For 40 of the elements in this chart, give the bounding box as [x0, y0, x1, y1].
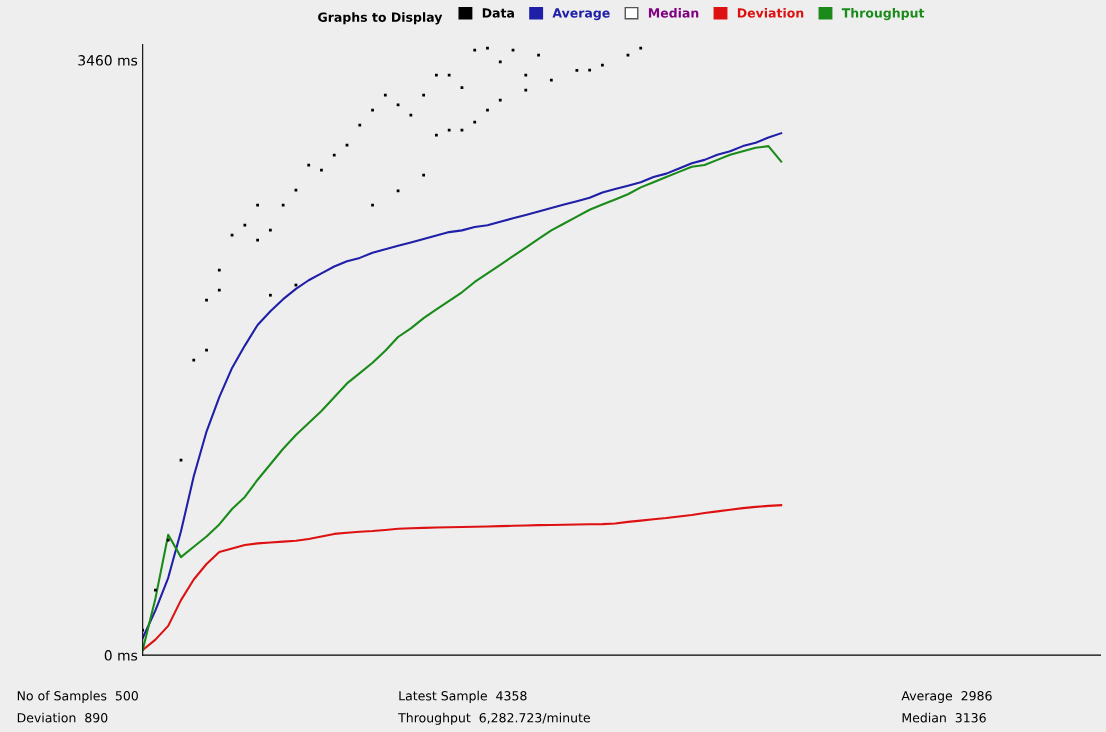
point — [256, 238, 259, 242]
point — [601, 63, 604, 67]
text: Deviation 890 — [17, 712, 108, 723]
point — [307, 163, 311, 167]
point — [498, 98, 502, 102]
legend-label: Data — [482, 8, 514, 18]
point — [268, 228, 272, 232]
point — [217, 288, 221, 292]
point — [422, 173, 426, 177]
point — [473, 48, 477, 52]
point — [358, 123, 362, 127]
point — [524, 88, 528, 92]
point — [243, 223, 247, 227]
point — [205, 298, 208, 302]
legend-label: Throughput — [841, 7, 925, 21]
point — [268, 293, 272, 297]
line-series — [142, 504, 783, 652]
point — [383, 93, 387, 97]
text: Throughput 6,282.723/minute — [398, 712, 590, 725]
text: Graphs to Display — [318, 12, 443, 25]
point — [537, 53, 540, 57]
text: No of Samples 500 — [17, 690, 138, 703]
point — [409, 113, 413, 117]
legend-label: Deviation — [737, 7, 804, 18]
point — [320, 168, 323, 172]
point — [192, 358, 196, 362]
text: Average 2986 — [901, 691, 992, 703]
point — [371, 108, 374, 112]
y-tick-label: 3460 ms — [78, 55, 138, 66]
y-tick-label: 0 ms — [104, 650, 138, 661]
point — [498, 60, 502, 64]
point — [447, 128, 451, 132]
point — [486, 108, 489, 112]
text: Latest Sample 4358 — [399, 690, 527, 703]
point — [575, 69, 579, 72]
legend-label: Average — [552, 8, 610, 21]
point — [422, 93, 426, 97]
text: Median 3136 — [902, 712, 986, 723]
point — [154, 588, 157, 592]
text: Median — [648, 7, 699, 18]
